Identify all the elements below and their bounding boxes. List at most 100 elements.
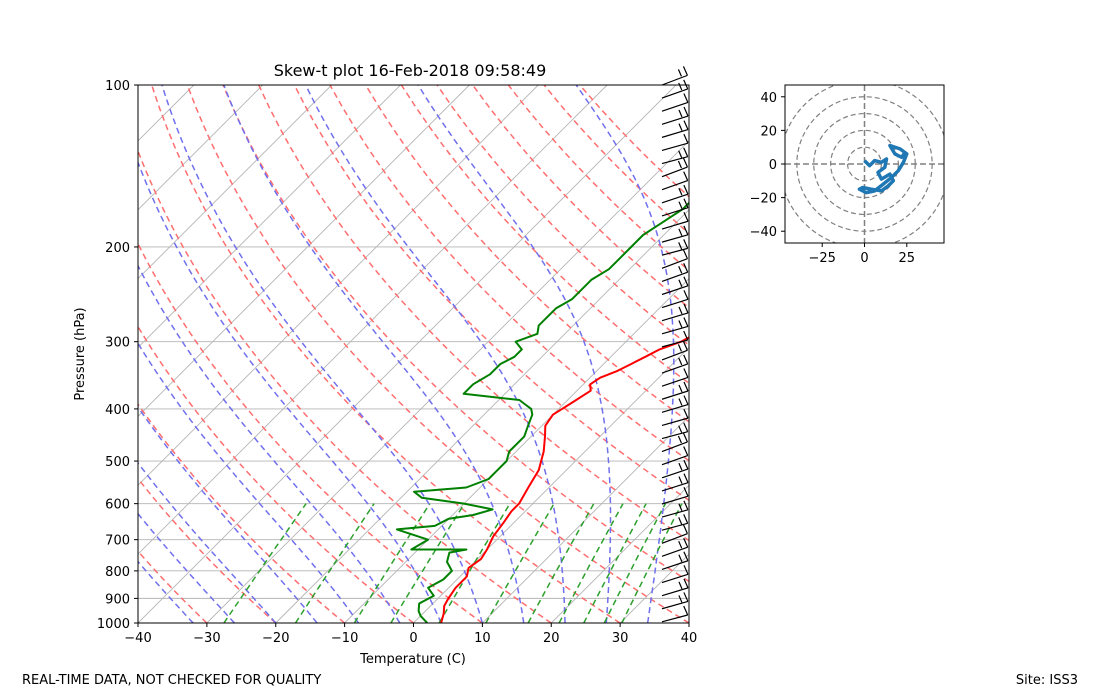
wind-barb-feather <box>678 384 683 393</box>
isotherm-line <box>138 85 539 486</box>
wind-barb <box>661 473 689 492</box>
wind-barb-feather <box>683 290 689 300</box>
wind-barb-staff <box>661 88 688 99</box>
wind-barb-feather <box>683 459 689 470</box>
wind-barb-staff <box>661 417 689 427</box>
wind-barb-staff <box>661 349 688 361</box>
moist-adiabat <box>688 619 689 623</box>
x-tick-label: 20 <box>543 631 560 646</box>
wind-barb-staff <box>661 509 689 518</box>
wind-barb <box>661 537 689 557</box>
isotherm-line <box>138 85 470 418</box>
wind-barb <box>661 225 689 243</box>
moist-adiabat <box>417 85 612 623</box>
wind-barb-feather <box>678 123 683 131</box>
isotherm-line <box>138 85 677 623</box>
moist-adiabat <box>138 512 235 623</box>
wind-barb-staff <box>661 560 689 571</box>
wind-barb-staff <box>661 285 689 296</box>
x-axis-label: Temperature (C) <box>359 652 466 667</box>
wind-barb-feather <box>683 120 689 130</box>
wind-barb-feather <box>683 79 689 90</box>
dry-adiabat <box>436 85 689 347</box>
hodograph-y-tick-label: 40 <box>760 91 777 106</box>
wind-barb-feather <box>683 239 689 249</box>
wind-barb-feather <box>683 408 689 419</box>
wind-barb <box>661 432 688 453</box>
isotherm-line <box>138 85 264 211</box>
wind-barb <box>661 551 689 571</box>
wind-barb-feather <box>683 106 689 117</box>
wind-barb-staff <box>661 431 688 440</box>
moist-adiabat <box>138 341 360 623</box>
y-tick-label: 100 <box>105 79 130 94</box>
isotherm-line <box>138 85 332 280</box>
wind-barb-feather <box>683 473 689 483</box>
wind-barb-staff <box>661 533 688 544</box>
wind-barb-feather <box>683 551 689 561</box>
wind-barb-staff <box>661 220 689 230</box>
mixing-ratio-line <box>390 503 466 623</box>
wind-barb-feather <box>683 592 689 602</box>
wind-barb-feather <box>683 212 689 222</box>
wind-barb <box>661 303 689 322</box>
wind-barb-feather <box>678 503 683 512</box>
wind-barb <box>661 459 689 479</box>
x-tick-label: 0 <box>409 631 417 646</box>
wind-barb <box>661 79 689 99</box>
moist-adiabat <box>304 85 566 623</box>
wind-barb <box>661 133 689 152</box>
hodograph-y-tick-label: 20 <box>760 124 777 139</box>
wind-barb-staff <box>661 600 689 610</box>
moist-adiabat <box>138 461 277 623</box>
x-tick-label: −10 <box>331 631 358 646</box>
wind-barb <box>661 198 689 217</box>
wind-barb <box>661 368 689 387</box>
isotherm-line <box>138 85 195 142</box>
wind-barb <box>661 565 689 584</box>
wind-barb-feather <box>683 354 689 365</box>
skewt-plot: Skew-t plot 16-Feb-2018 09:58:49 −40 −30−… <box>73 61 697 667</box>
wind-barb-feather <box>678 476 683 484</box>
wind-barb-feather <box>678 265 683 274</box>
dry-adiabat <box>150 85 621 623</box>
wind-barb-staff <box>661 271 688 282</box>
wind-barb-feather <box>683 500 689 511</box>
wind-barb-staff <box>661 403 689 413</box>
mixing-ratio-line <box>294 503 375 623</box>
hodograph-ticks: −25 0 25 −40 −20 0 20 40 <box>750 91 915 266</box>
moist-adiabat <box>138 560 194 623</box>
wind-barb-staff <box>661 495 689 505</box>
wind-barb <box>661 500 689 518</box>
wind-barb-feather <box>678 554 683 562</box>
wind-barb-feather <box>678 462 683 471</box>
wind-barb-feather <box>678 357 683 366</box>
wind-barb <box>661 239 689 256</box>
wind-barb <box>661 157 688 178</box>
site-label: Site: ISS3 <box>1015 673 1078 688</box>
y-tick-label: 400 <box>105 403 130 418</box>
wind-barb-staff <box>661 166 688 178</box>
wind-barb-feather <box>678 242 683 250</box>
hodograph-x-tick-label: −25 <box>808 251 835 266</box>
wind-barb-feather <box>678 109 683 118</box>
wind-barb-feather <box>678 581 683 590</box>
wind-barb-feather <box>682 524 688 534</box>
wind-barb-feather <box>683 276 689 287</box>
y-axis-ticks: 100 200 300 400 500 600 700 800 900 1000 <box>97 79 138 632</box>
wind-barb-feather <box>683 395 689 405</box>
moist-adiabat <box>161 85 484 623</box>
wind-barb-staff <box>661 546 688 557</box>
wind-barb <box>661 446 689 466</box>
wind-barb <box>661 66 688 86</box>
wind-barb-staff <box>661 454 688 466</box>
wind-barb-feather <box>683 605 689 616</box>
chart-title: Skew-t plot 16-Feb-2018 09:58:49 <box>274 61 547 80</box>
moist-adiabat <box>138 405 318 623</box>
wind-barb-staff <box>661 193 689 204</box>
isotherm-line <box>206 140 689 623</box>
isotherm-line <box>344 277 689 623</box>
wind-barb-staff <box>661 522 688 531</box>
wind-barb <box>661 592 689 610</box>
